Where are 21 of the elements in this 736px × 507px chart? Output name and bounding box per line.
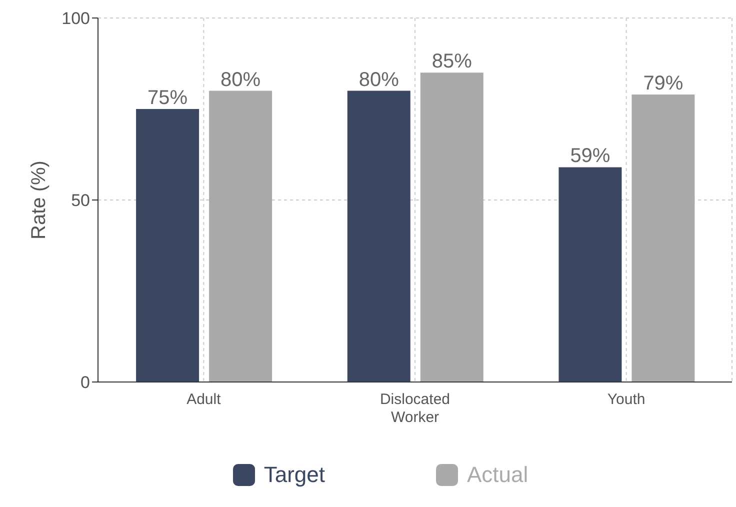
bar — [136, 109, 200, 382]
y-tick-label: 100 — [62, 9, 90, 28]
y-tick-label: 0 — [80, 373, 90, 392]
x-tick-label: Adult — [186, 391, 222, 408]
bar — [209, 90, 272, 382]
bar — [632, 94, 695, 382]
data-label: 79% — [643, 72, 684, 94]
bar — [558, 167, 622, 382]
bar — [420, 72, 484, 382]
data-label: 80% — [220, 68, 261, 91]
y-axis-title: Rate (%) — [28, 160, 50, 240]
legend-label: Target — [264, 462, 325, 488]
x-tick-label: Youth — [607, 391, 646, 408]
data-label: 75% — [148, 87, 188, 109]
x-tick-label: Dislocated Worker — [380, 391, 450, 426]
y-tick-label: 50 — [71, 191, 90, 210]
data-label: 80% — [358, 68, 400, 91]
legend-label: Actual — [467, 462, 528, 488]
data-label: 85% — [432, 50, 472, 73]
bar — [347, 90, 410, 382]
data-label: 59% — [570, 145, 610, 168]
